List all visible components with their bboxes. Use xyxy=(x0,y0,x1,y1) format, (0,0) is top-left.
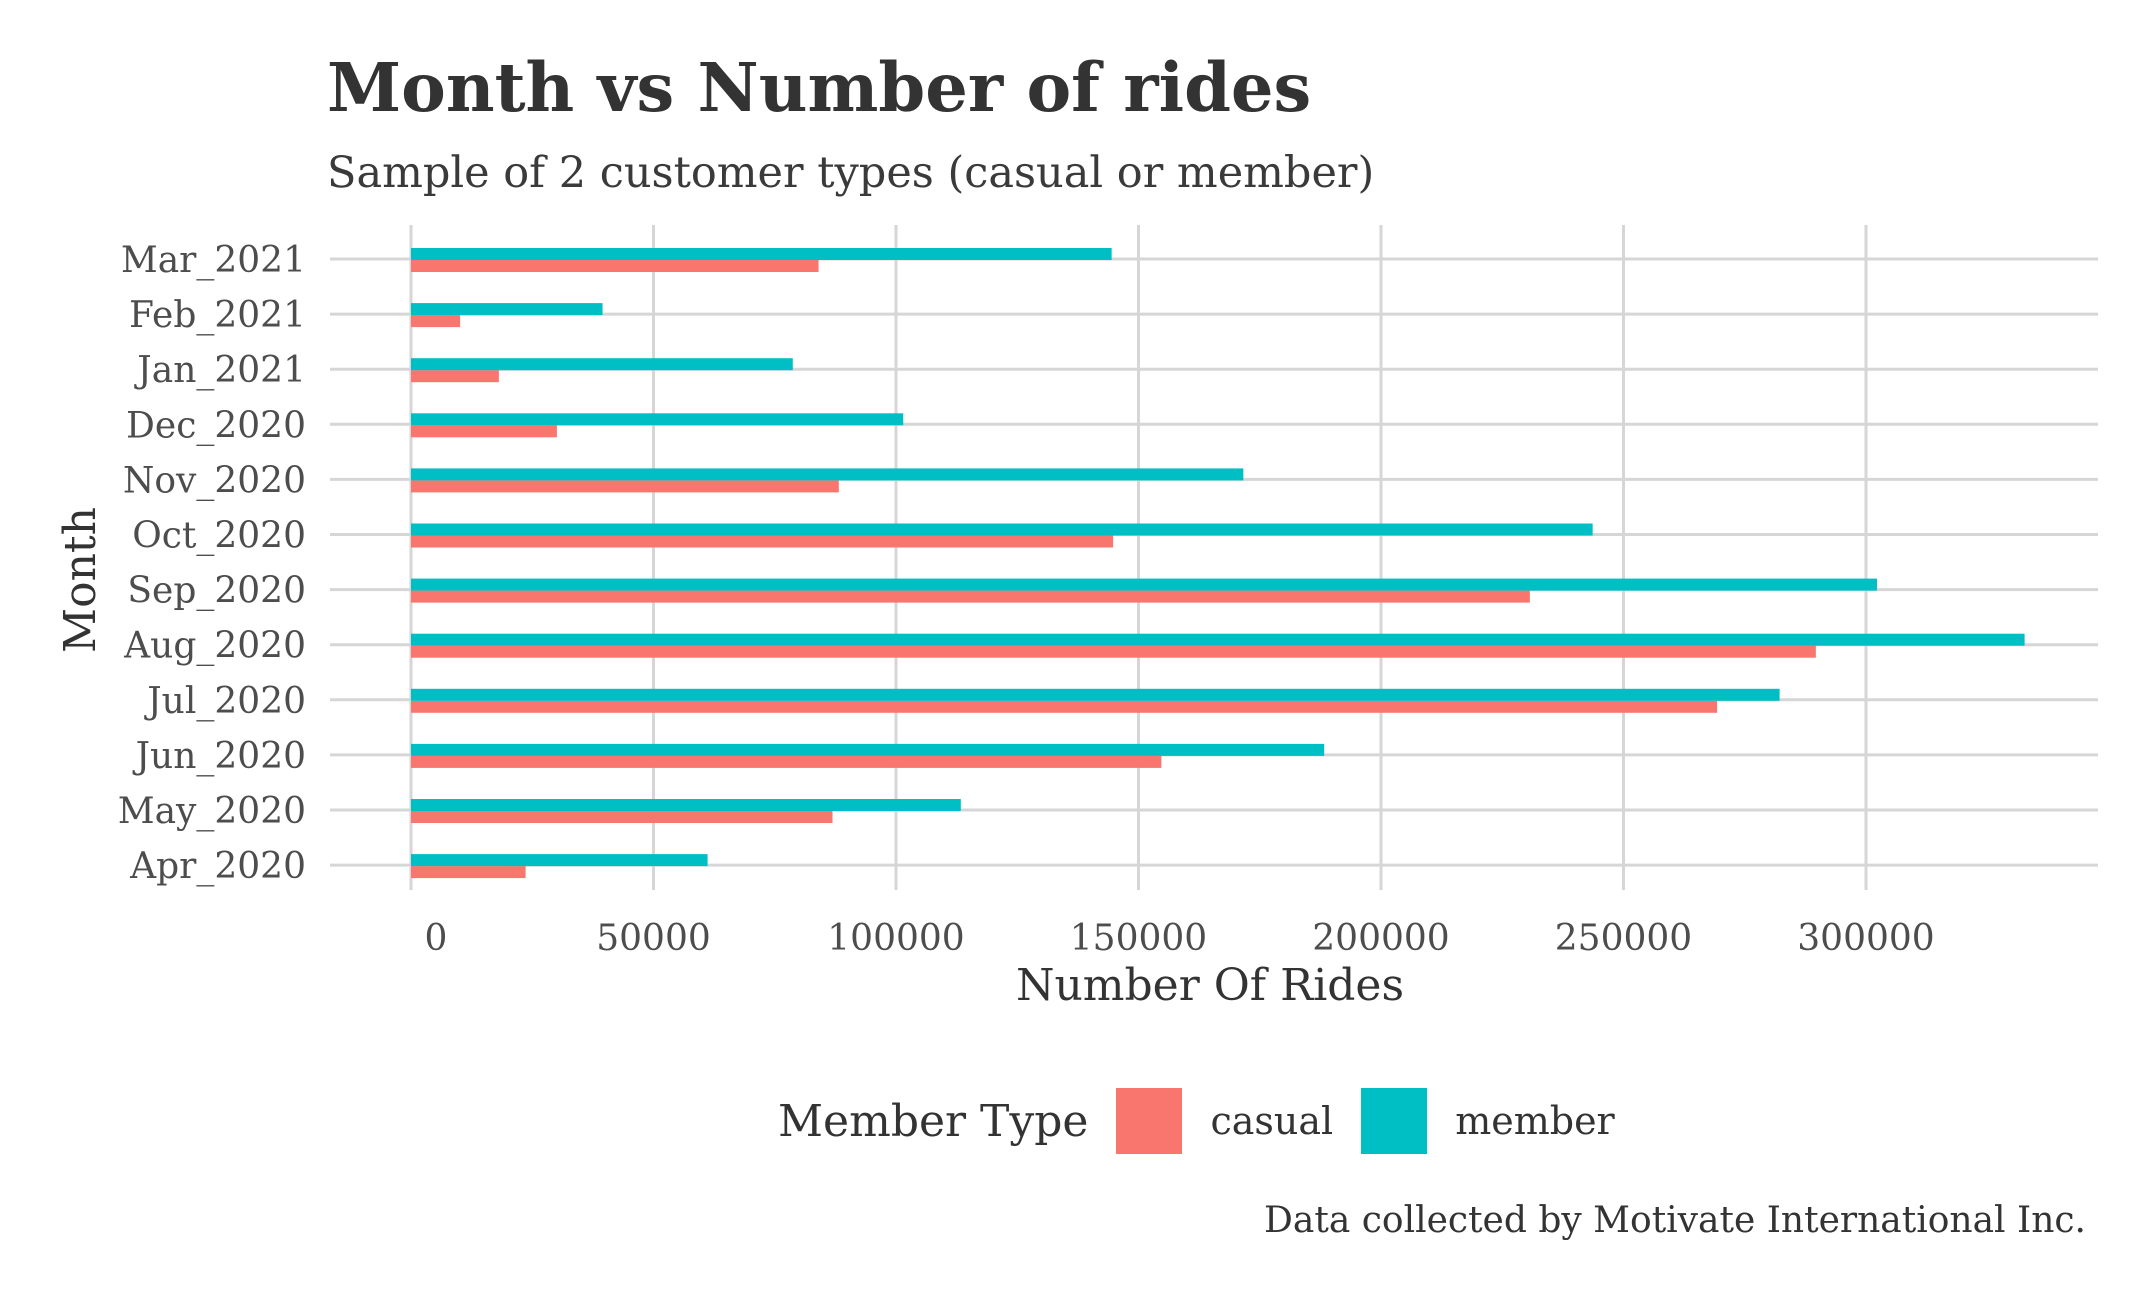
legend-title: Member Type xyxy=(778,1095,1089,1147)
y-tick-label: Nov_2020 xyxy=(123,460,306,501)
bar-casual-Nov_2020 xyxy=(411,480,839,493)
chart-subtitle: Sample of 2 customer types (casual or me… xyxy=(327,148,1375,198)
y-tick-label: Mar_2021 xyxy=(121,240,306,281)
bar-casual-Oct_2020 xyxy=(411,535,1114,548)
bar-casual-Jan_2021 xyxy=(411,370,499,383)
x-axis-title: Number Of Rides xyxy=(1016,960,1404,1011)
bar-casual-Dec_2020 xyxy=(411,425,557,438)
bar-member-Apr_2020 xyxy=(411,854,708,867)
bar-casual-Jul_2020 xyxy=(411,700,1718,713)
bar-member-Feb_2021 xyxy=(411,303,603,316)
bar-member-Sep_2020 xyxy=(411,578,1877,591)
legend-key-casual xyxy=(1116,1088,1183,1154)
bar-casual-Mar_2021 xyxy=(411,260,819,272)
legend-label-member: member xyxy=(1455,1099,1615,1143)
x-tick-label: 200000 xyxy=(1312,918,1449,959)
y-tick-label: Jul_2020 xyxy=(143,681,306,722)
legend-label-casual: casual xyxy=(1210,1099,1334,1143)
y-tick-label: Dec_2020 xyxy=(126,405,306,446)
bar-member-Nov_2020 xyxy=(411,468,1244,481)
bar-casual-Aug_2020 xyxy=(411,645,1816,658)
x-tick-label: 300000 xyxy=(1797,918,1934,959)
bars xyxy=(411,248,2025,879)
x-tick-label: 0 xyxy=(425,918,448,959)
y-tick-label: Apr_2020 xyxy=(129,846,306,887)
y-tick-label: Sep_2020 xyxy=(127,571,306,612)
chart-title: Month vs Number of rides xyxy=(327,48,1312,127)
y-axis-title: Month xyxy=(55,507,106,653)
bar-casual-May_2020 xyxy=(411,811,833,823)
grid-lines xyxy=(330,225,2098,890)
bar-casual-Feb_2021 xyxy=(411,315,461,328)
legend: Member Type casual member xyxy=(778,1088,1643,1154)
y-tick-label: Aug_2020 xyxy=(123,626,306,667)
y-tick-label: Feb_2021 xyxy=(129,295,306,336)
y-tick-label: Jun_2020 xyxy=(132,736,306,777)
y-tick-labels: Apr_2020 May_2020 Jun_2020 Jul_2020 Aug_2020… xyxy=(118,240,306,887)
bar-casual-Sep_2020 xyxy=(411,590,1530,603)
bar-casual-Jun_2020 xyxy=(411,755,1162,768)
bar-member-Jan_2021 xyxy=(411,358,793,371)
bar-member-Dec_2020 xyxy=(411,413,904,426)
x-tick-label: 100000 xyxy=(827,918,964,959)
bar-member-May_2020 xyxy=(411,799,961,811)
y-tick-label: May_2020 xyxy=(118,791,306,832)
bar-member-Jul_2020 xyxy=(411,688,1780,701)
bar-casual-Apr_2020 xyxy=(411,866,526,879)
bar-member-Oct_2020 xyxy=(411,523,1593,536)
y-tick-label: Jan_2021 xyxy=(133,350,306,391)
y-tick-label: Oct_2020 xyxy=(132,516,306,557)
legend-key-member xyxy=(1361,1088,1428,1154)
x-tick-label: 250000 xyxy=(1555,918,1692,959)
bar-member-Mar_2021 xyxy=(411,248,1112,260)
bar-member-Aug_2020 xyxy=(411,633,2025,646)
chart-caption: Data collected by Motivate International… xyxy=(1264,1200,2086,1241)
bar-member-Jun_2020 xyxy=(411,743,1325,756)
x-tick-labels: 0 50000 100000 150000 200000 250000 300000 xyxy=(425,918,1935,959)
x-tick-label: 150000 xyxy=(1070,918,1207,959)
x-tick-label: 50000 xyxy=(596,918,711,959)
